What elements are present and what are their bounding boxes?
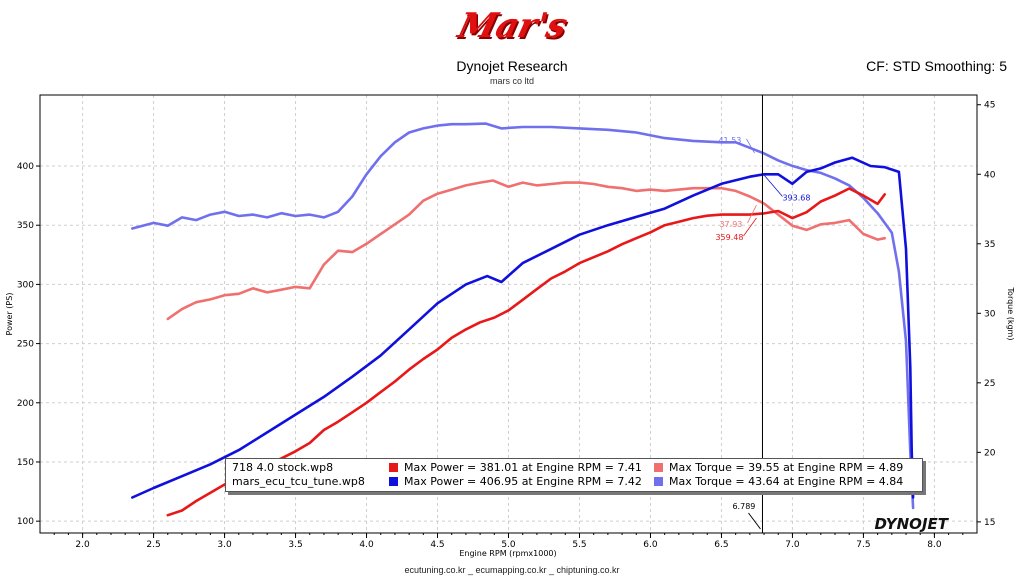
y-left-tick-label: 300: [17, 280, 34, 290]
cursor-rpm-label: 6.789: [732, 502, 755, 511]
y-right-tick-label: 25: [984, 379, 995, 389]
dynojet-logo: DYNOJET: [874, 515, 949, 533]
cursor-value-tune-torque: 41.53: [718, 136, 741, 145]
stock-torque-swatch: [654, 463, 663, 472]
x-tick-label: 4.0: [359, 540, 374, 550]
y-axis-right: 15 20 25 30 35 40 45: [977, 101, 996, 528]
legend-row-tune: mars_ecu_tcu_tune.wp8 Max Power = 406.95…: [226, 475, 922, 489]
chart-subtitle: mars co ltd: [489, 76, 534, 86]
dynojet-logo-text: DYNOJET: [874, 515, 949, 533]
cf-smoothing-label: CF: STD Smoothing: 5: [866, 58, 1007, 74]
y-left-tick-label: 250: [17, 340, 34, 350]
cursor-value-stock-power: 359.48: [715, 233, 743, 242]
x-tick-label: 3.5: [288, 540, 302, 550]
cursor-pointer-tune-torque: [746, 138, 755, 154]
x-tick-label: 6.0: [643, 540, 658, 550]
legend-tune-torque: Max Torque = 43.64 at Engine RPM = 4.84: [654, 475, 903, 488]
x-tick-label: 4.5: [430, 540, 444, 550]
y-right-tick-label: 30: [984, 309, 996, 319]
y-right-tick-label: 40: [984, 170, 996, 180]
y-right-tick-label: 45: [984, 101, 995, 111]
y-right-tick-label: 15: [984, 518, 995, 528]
x-tick-label: 7.0: [785, 540, 800, 550]
cursor-value-tune-power: 393.68: [782, 194, 810, 203]
y-left-tick-label: 100: [17, 517, 34, 527]
tune-torque-swatch: [654, 477, 663, 486]
chart-title: Dynojet Research: [456, 58, 568, 74]
x-tick-label: 2.5: [146, 540, 160, 550]
x-axis-label: Engine RPM (rpmx1000): [459, 549, 556, 558]
x-tick-label: 2.0: [75, 540, 90, 550]
x-tick-label: 5.0: [501, 540, 516, 550]
x-axis: 2.0 2.5 3.0 3.5 4.0 4.5 5.0 5.5 6.0 6.5 7.0 7.5 8.0: [53, 533, 964, 550]
stock-max-power-text: Max Power = 381.01 at Engine RPM = 7.41: [404, 461, 642, 474]
legend-stock-power: Max Power = 381.01 at Engine RPM = 7.41: [389, 461, 642, 474]
x-tick-label: 7.5: [856, 540, 870, 550]
cursor-pointer-tune-power: [764, 175, 783, 197]
x-tick-label: 8.0: [927, 540, 942, 550]
stock-torque-line: [166, 179, 887, 321]
x-tick-label: 5.5: [572, 540, 586, 550]
y-right-tick-label: 35: [984, 240, 995, 250]
stock-max-torque-text: Max Torque = 39.55 at Engine RPM = 4.89: [669, 461, 904, 474]
y-left-tick-label: 400: [17, 162, 34, 172]
y-axis-left-label: Power (PS): [5, 293, 14, 336]
y-axis-left: 100 150 200 250 300 350 400: [17, 162, 40, 527]
x-tick-label: 3.0: [217, 540, 232, 550]
cursor-value-stock-torque: 37.93: [719, 220, 742, 229]
y-left-tick-label: 150: [17, 458, 34, 468]
grid: [40, 95, 977, 533]
logo-text-shadow: Mar's: [455, 8, 572, 47]
tune-power-swatch: [389, 477, 398, 486]
legend-tune-power: Max Power = 406.95 at Engine RPM = 7.42: [389, 475, 642, 488]
cursor-rpm-pointer: [748, 512, 761, 530]
stock-power-line: [166, 187, 887, 517]
y-right-tick-label: 20: [984, 448, 996, 458]
y-axis-right-label: Torque (kgm): [1006, 287, 1015, 341]
legend-row-stock: 718 4.0 stock.wp8 Max Power = 381.01 at …: [226, 461, 922, 475]
legend: 718 4.0 stock.wp8 Max Power = 381.01 at …: [225, 458, 923, 492]
tune-max-power-text: Max Power = 406.95 at Engine RPM = 7.42: [404, 475, 642, 488]
tune-torque-line: [131, 122, 915, 510]
mars-logo: Mar's Mar's: [453, 6, 572, 47]
footer-links: ecutuning.co.kr _ ecumapping.co.kr _ chi…: [404, 565, 620, 575]
tune-max-torque-text: Max Torque = 43.64 at Engine RPM = 4.84: [669, 475, 904, 488]
series-group: [131, 122, 915, 517]
legend-stock-torque: Max Torque = 39.55 at Engine RPM = 4.89: [654, 461, 903, 474]
y-left-tick-label: 200: [17, 399, 34, 409]
tune-power-line: [131, 156, 915, 499]
legend-file-stock: 718 4.0 stock.wp8: [232, 461, 334, 474]
stock-power-swatch: [389, 463, 398, 472]
cursor-pointer-stock-torque: [747, 204, 757, 224]
x-tick-label: 6.5: [714, 540, 728, 550]
logo-text: Mar's: [453, 6, 571, 45]
cursor-pointer-stock-power: [743, 217, 757, 237]
legend-file-tune: mars_ecu_tcu_tune.wp8: [232, 475, 365, 488]
y-left-tick-label: 350: [17, 221, 34, 231]
